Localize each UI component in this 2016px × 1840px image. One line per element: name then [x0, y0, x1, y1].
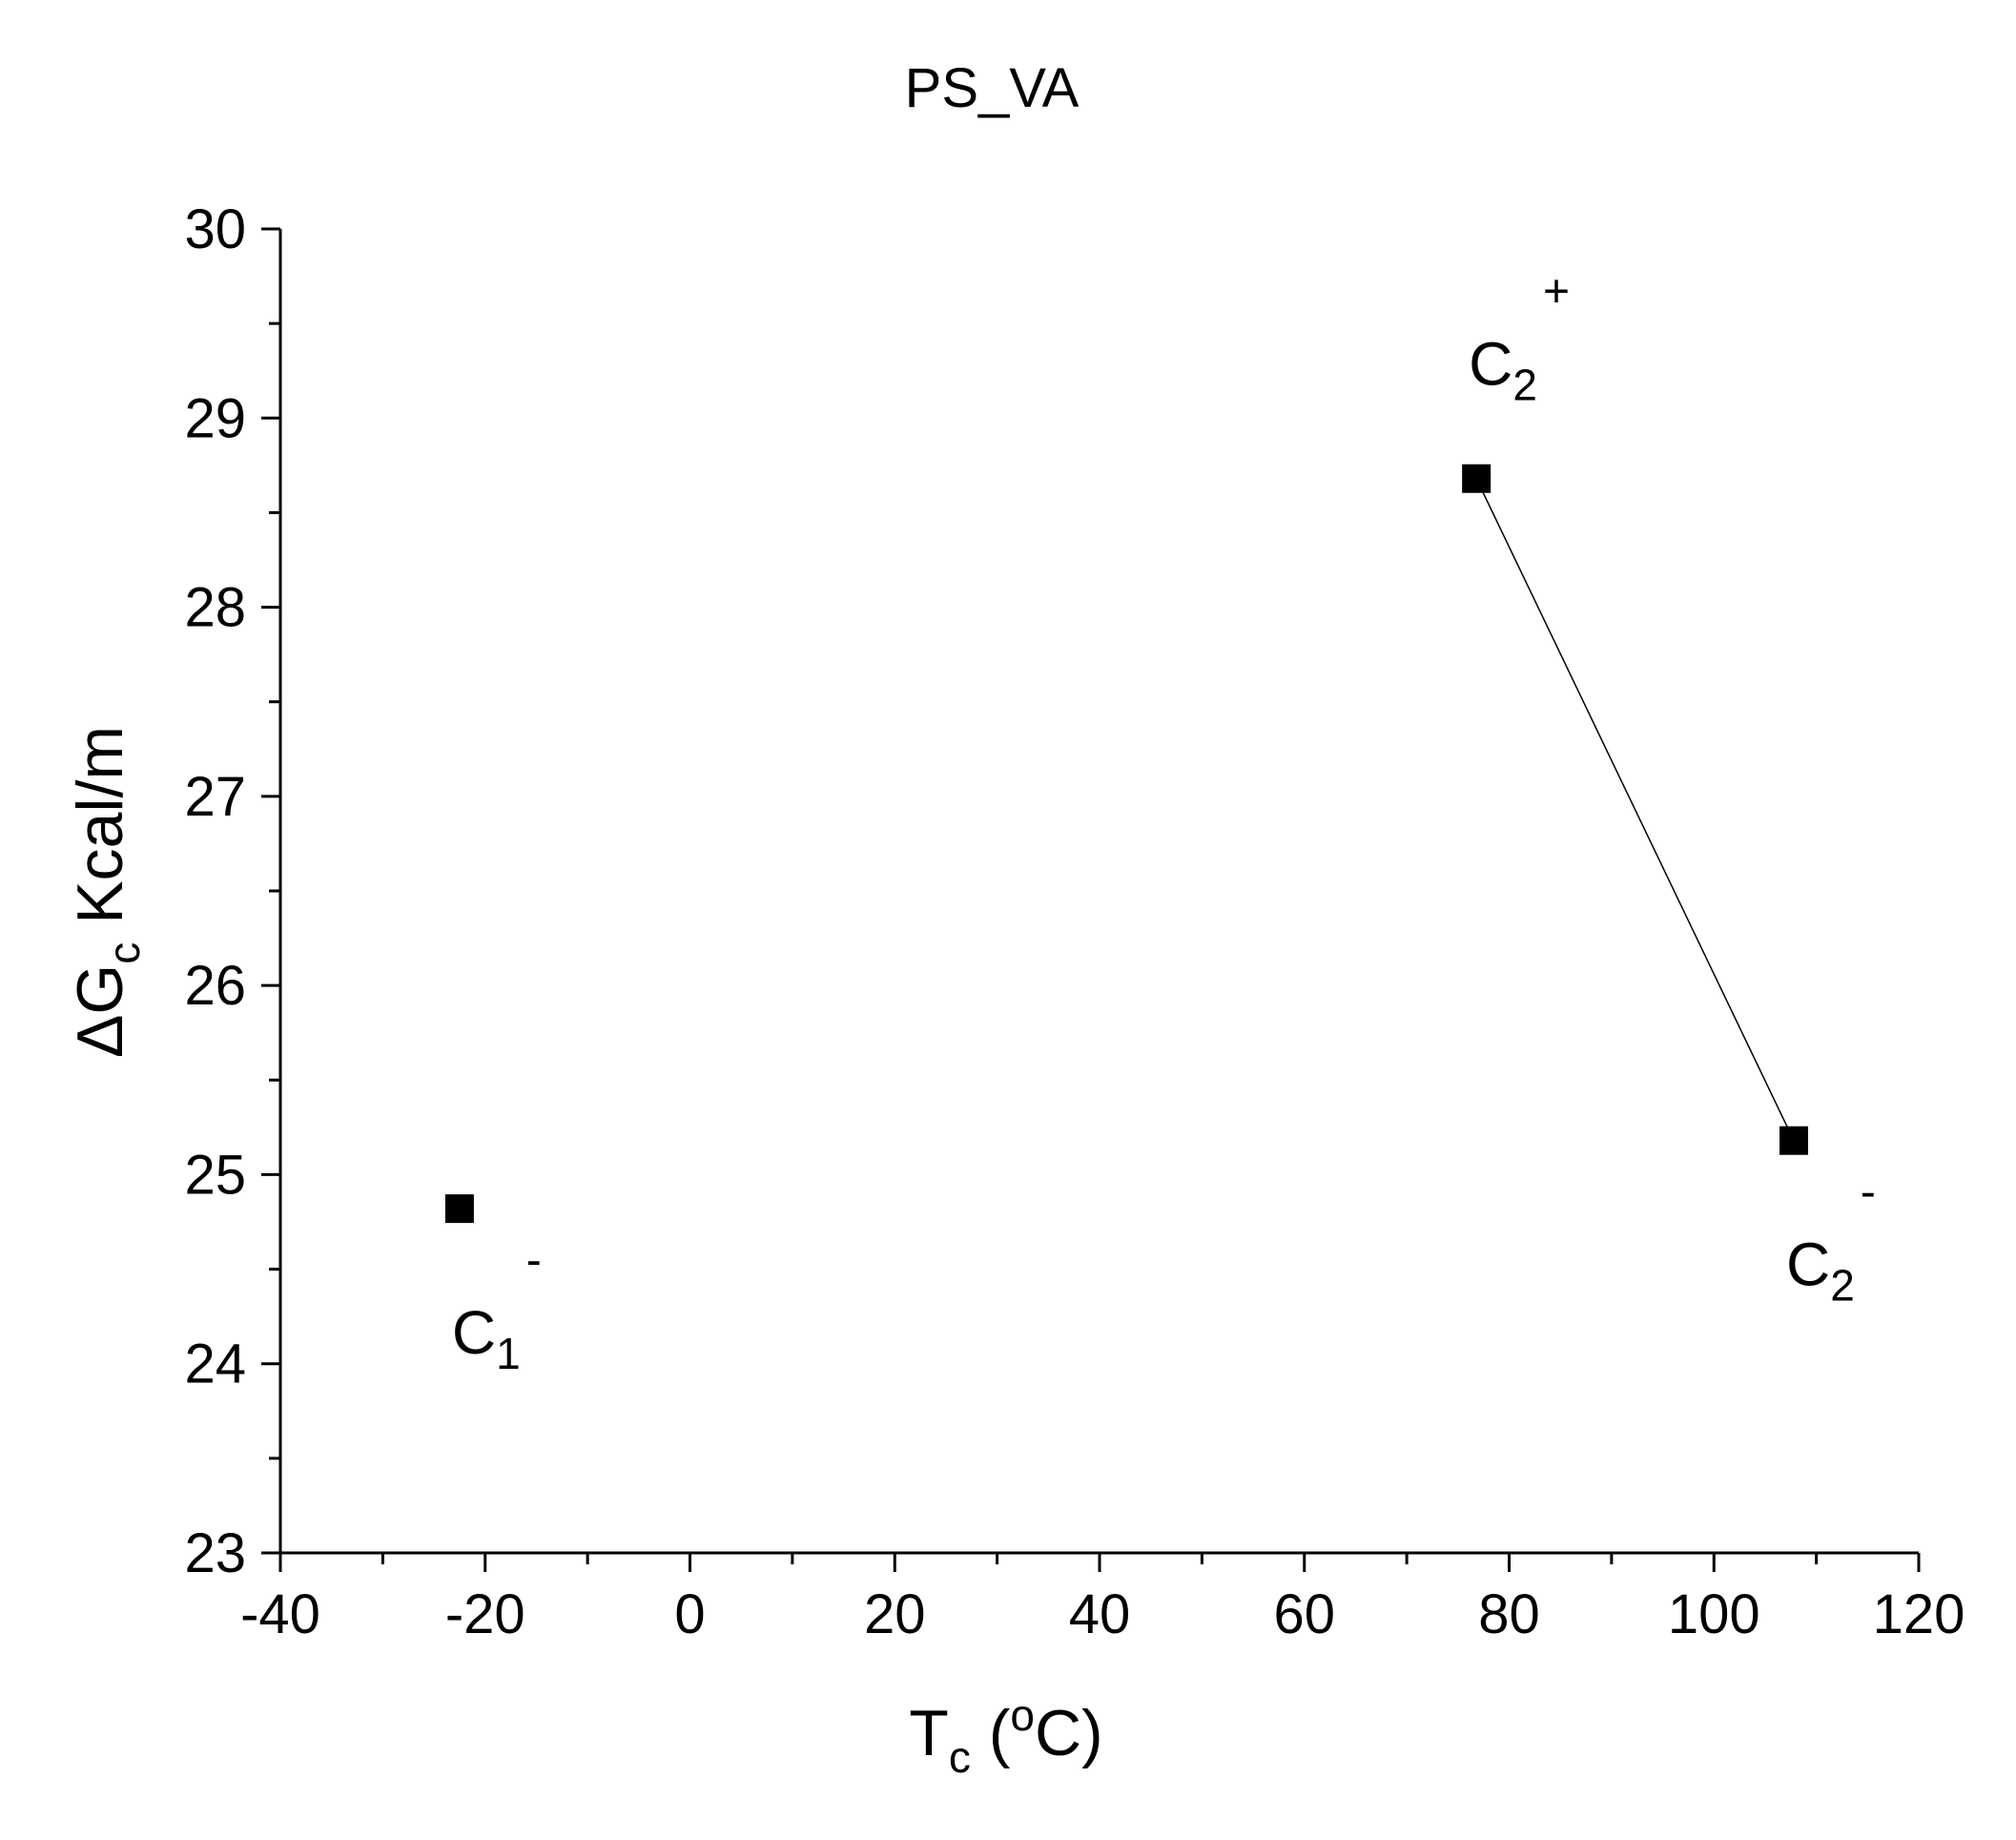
y-tick-label: 30	[184, 198, 246, 260]
x-axis-title: Tc (oC)	[909, 1690, 1102, 1782]
point-label-subscript: 1	[496, 1329, 521, 1378]
point-label-subscript: 2	[1512, 361, 1537, 410]
x-tick-label: -20	[445, 1583, 525, 1645]
point-label: C1-	[452, 1235, 542, 1378]
axes: -40 -20 0 20 40 60 80 100 120 23 24 25 26 27 28 29 30	[184, 198, 1965, 1645]
y-axis-label: ΔGc Kcal/m	[64, 726, 149, 1058]
point-label: C2+	[1469, 267, 1570, 410]
y-axis-label-unit: Kcal/m	[64, 726, 136, 942]
x-tick-label: 20	[864, 1583, 926, 1645]
x-tick-label: -40	[240, 1583, 320, 1645]
y-tick-label: 26	[184, 955, 246, 1017]
markers	[444, 464, 1809, 1224]
series-line	[1475, 478, 1795, 1142]
x-tick-label: 0	[674, 1583, 705, 1645]
x-tick-label: 120	[1873, 1583, 1965, 1645]
x-tick-label: 40	[1069, 1583, 1131, 1645]
connecting-line	[1475, 478, 1795, 1142]
x-axis-label-degree: o	[1010, 1690, 1035, 1740]
y-tick-label: 25	[184, 1144, 246, 1206]
x-axis-label-open: (	[971, 1697, 1011, 1769]
y-tick-label: 23	[184, 1522, 246, 1584]
chart-title: PS_VA	[905, 57, 1080, 119]
point-label-main: C	[1469, 330, 1512, 399]
y-tick-label: 27	[184, 766, 246, 828]
y-tick-label: 29	[184, 387, 246, 449]
x-axis-label: Tc (oC)	[909, 1690, 1102, 1782]
data-point	[1779, 1126, 1809, 1155]
y-axis-title: ΔGc Kcal/m	[64, 726, 149, 1058]
point-label-superscript: +	[1543, 267, 1570, 318]
x-axis-label-main: T	[909, 1697, 949, 1769]
data-point	[1462, 464, 1491, 493]
y-axis-label-main: ΔG	[64, 964, 136, 1058]
point-labels: C1-C2+C2-	[452, 267, 1876, 1378]
point-label-main: C	[452, 1298, 496, 1367]
point-label: C2-	[1786, 1168, 1876, 1311]
x-tick-label: 100	[1668, 1583, 1760, 1645]
point-label-main: C	[1786, 1230, 1830, 1299]
point-label-superscript: -	[526, 1235, 542, 1286]
y-axis-label-subscript: c	[99, 942, 149, 964]
y-tick-label: 28	[184, 577, 246, 639]
x-axis-label-unit: C)	[1035, 1697, 1103, 1769]
point-label-superscript: -	[1861, 1168, 1876, 1218]
y-tick-label: 24	[184, 1333, 246, 1396]
x-tick-label: 60	[1273, 1583, 1335, 1645]
data-point	[444, 1194, 474, 1224]
x-axis-label-subscript: c	[949, 1732, 971, 1782]
x-tick-label: 80	[1478, 1583, 1540, 1645]
point-label-subscript: 2	[1830, 1261, 1855, 1311]
